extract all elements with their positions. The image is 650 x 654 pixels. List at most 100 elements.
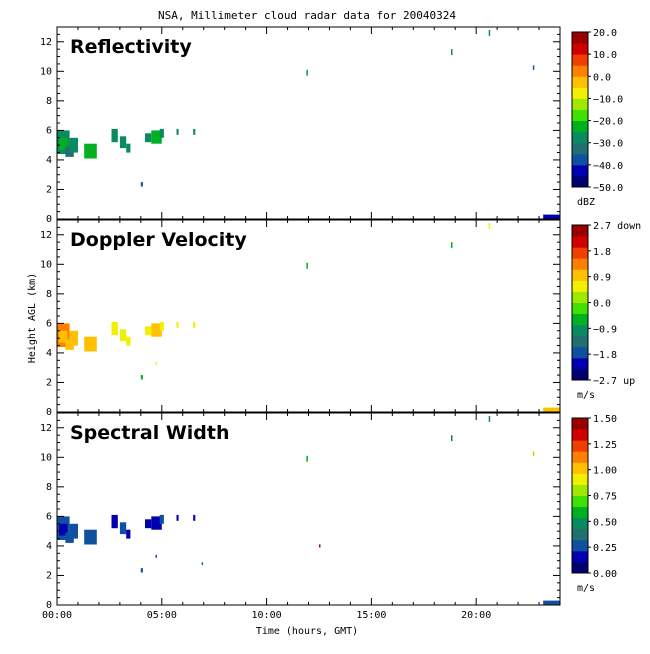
colorbar-segment	[572, 236, 588, 248]
panel-title: Doppler Velocity	[70, 229, 247, 251]
x-tick-label: 20:00	[461, 610, 491, 621]
colorbar-tick-label: 10.0	[593, 50, 617, 61]
data-cell	[84, 336, 97, 352]
panel-title: Spectral Width	[70, 422, 230, 444]
colorbar-tick-label: 0.0	[593, 72, 611, 83]
y-tick-label: 0	[46, 407, 52, 418]
data-cell	[69, 137, 78, 153]
panel-doppler-velocity: Doppler Velocity 0 2 4 6 8 10 12 2.7 down 1.8 0.9 0…	[40, 219, 641, 418]
y-tick-label: 2	[46, 570, 52, 581]
colorbar-segment	[572, 517, 588, 530]
data-cell	[145, 519, 152, 529]
colorbar-segment	[572, 280, 588, 292]
data-cell	[151, 323, 162, 337]
y-tick-label: 6	[46, 511, 52, 522]
colorbar-segment	[572, 440, 588, 452]
colorbar-segment	[572, 54, 588, 66]
data-cell	[59, 330, 68, 343]
colorbar-tick-label: 1.00	[593, 466, 617, 477]
data-cell	[140, 182, 143, 187]
data-cell	[319, 544, 321, 548]
panels-group: Reflectivity02468101220.010.00.0−10.0−20…	[40, 26, 641, 621]
colorbar-segment	[572, 561, 588, 574]
colorbar-segment	[572, 269, 588, 281]
colorbar-unit: dBZ	[577, 197, 595, 208]
colorbar-segment	[572, 120, 588, 133]
colorbar-tick-label: 2.7 down	[593, 221, 641, 232]
colorbar-tick-label: −20.0	[593, 117, 623, 128]
y-tick-label: 12	[40, 230, 52, 241]
y-tick-label: 4	[46, 348, 52, 359]
data-cell	[59, 523, 68, 536]
colorbar-segment	[572, 346, 588, 359]
data-cell	[543, 214, 560, 219]
data-cell	[193, 514, 196, 521]
y-tick-label: 10	[40, 259, 52, 270]
y-tick-label: 12	[40, 37, 52, 48]
colorbar-segment	[572, 528, 588, 541]
y-tick-label: 2	[46, 377, 52, 388]
colorbar-segment	[572, 313, 588, 326]
colorbar-segment	[572, 451, 588, 463]
colorbar-segment	[572, 495, 588, 508]
colorbar-segment	[572, 131, 588, 144]
data-cell	[159, 128, 164, 138]
colorbar-tick-label: 0.25	[593, 543, 617, 554]
x-tick-label: 15:00	[356, 610, 386, 621]
x-tick-label: 00:00	[42, 610, 72, 621]
colorbar-unit: m/s	[577, 390, 595, 401]
panel-spectral-width: Spectral Width 0 2 4 6 8 10 12 00:00 05:00 10:00 15…	[40, 412, 617, 621]
data-cell	[84, 143, 97, 159]
data-cell	[126, 143, 131, 153]
colorbar-segment	[572, 484, 588, 496]
data-cell	[193, 321, 196, 328]
data-cell	[488, 30, 491, 36]
y-axis-label: Height AGL (km)	[27, 273, 38, 363]
y-tick-label: 4	[46, 541, 52, 552]
data-cell	[543, 407, 560, 412]
colorbar-segment	[572, 247, 588, 259]
colorbar-tick-label: −2.7 up	[593, 376, 635, 387]
y-tick-label: 0	[46, 214, 52, 225]
colorbar-tick-label: 0.00	[593, 569, 617, 580]
colorbar-tick-label: −1.8	[593, 350, 617, 361]
colorbar-tick-label: 1.50	[593, 414, 617, 425]
colorbar-segment	[572, 109, 588, 122]
colorbar-tick-label: 0.9	[593, 273, 611, 284]
colorbar-tick-label: 0.50	[593, 517, 617, 528]
colorbar-segment	[572, 429, 588, 441]
data-cell	[159, 321, 164, 331]
data-cell	[69, 523, 78, 539]
data-cell	[111, 514, 118, 529]
data-cell	[532, 65, 535, 70]
colorbar-segment	[572, 43, 588, 55]
colorbar-segment	[572, 76, 588, 88]
data-cell	[119, 522, 127, 535]
data-cell	[451, 435, 453, 442]
colorbar-segment	[572, 335, 588, 348]
colorbar-segment	[572, 98, 588, 110]
colorbar-segment	[572, 175, 588, 188]
y-tick-label: 8	[46, 482, 52, 493]
data-cell	[193, 128, 196, 135]
y-tick-label: 2	[46, 184, 52, 195]
colorbar-segment	[572, 32, 588, 44]
colorbar-segment	[572, 418, 588, 430]
colorbar: 1.50 1.25 1.00 0.75 0.50 0.25 0.00 m/s	[571, 414, 617, 594]
y-tick-label: 4	[46, 155, 52, 166]
panel-title: Reflectivity	[70, 36, 192, 58]
colorbar-segment	[572, 550, 588, 563]
data-cell	[306, 69, 308, 76]
x-tick-label: 05:00	[147, 610, 177, 621]
data-cell	[306, 455, 308, 462]
colorbar-tick-label: 0.0	[593, 299, 611, 310]
colorbar: 20.0 10.0 0.0 −10.0 −20.0 −30.0 −40.0 −50.0 dBZ	[571, 28, 623, 208]
data-cell	[543, 600, 560, 605]
data-cell	[145, 326, 152, 336]
data-cell	[69, 330, 78, 346]
colorbar-segment	[572, 291, 588, 303]
data-cell	[176, 321, 179, 328]
data-cell	[111, 128, 118, 143]
data-cell	[176, 514, 179, 521]
